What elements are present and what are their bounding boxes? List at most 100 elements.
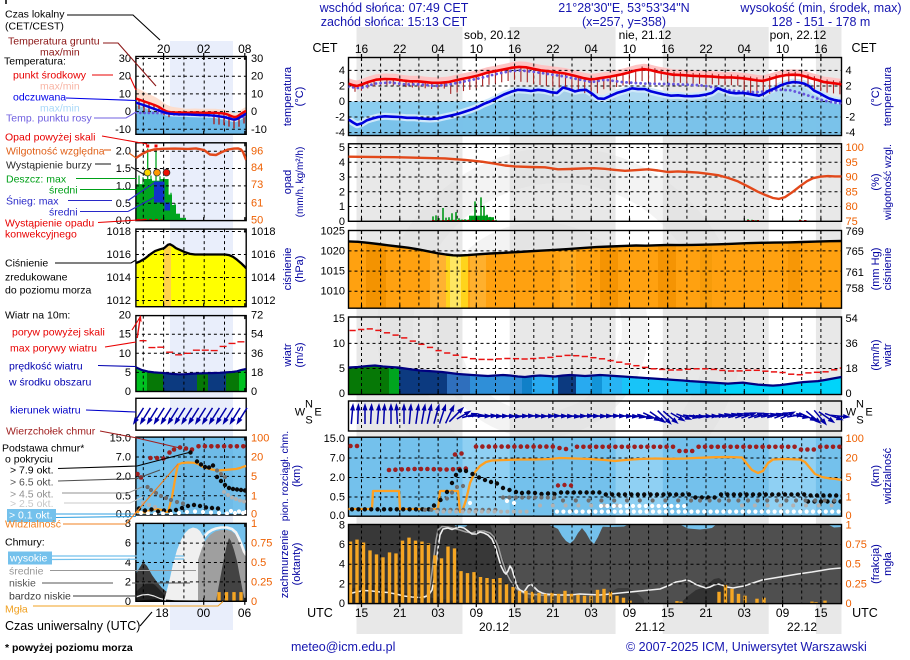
svg-text:poryw powyżej skali: poryw powyżej skali	[12, 327, 105, 339]
svg-text:15: 15	[814, 606, 828, 620]
svg-text:w środku obszaru: w środku obszaru	[8, 377, 91, 389]
svg-text:100: 100	[846, 142, 864, 154]
svg-text:30: 30	[119, 53, 131, 65]
svg-text:20: 20	[157, 42, 171, 56]
svg-text:max/min: max/min	[40, 47, 80, 59]
svg-text:758: 758	[846, 283, 864, 295]
svg-text:5: 5	[251, 471, 257, 483]
svg-text:5: 5	[125, 367, 131, 379]
svg-text:ciśnienie: ciśnienie	[882, 248, 894, 291]
svg-text:21°28'30"E, 53°53'34"N: 21°28'30"E, 53°53'34"N	[558, 1, 689, 15]
svg-text:S: S	[856, 415, 863, 427]
svg-text:Ciśnienie: Ciśnienie	[5, 258, 48, 270]
svg-text:5: 5	[339, 142, 345, 154]
svg-text:© 2007-2025 ICM, Uniwersytet W: © 2007-2025 ICM, Uniwersytet Warszawski	[626, 640, 867, 654]
svg-text:ciśnienie: ciśnienie	[282, 248, 294, 291]
svg-text:0: 0	[339, 216, 345, 228]
svg-text:22: 22	[546, 42, 560, 56]
svg-text:15: 15	[119, 329, 131, 341]
svg-text:CET: CET	[313, 41, 338, 55]
svg-text:4: 4	[125, 557, 131, 569]
svg-text:36: 36	[251, 348, 263, 360]
svg-text:4: 4	[339, 65, 345, 77]
svg-text:100: 100	[846, 433, 864, 445]
svg-text:10: 10	[776, 42, 790, 56]
svg-text:odczuwana: odczuwana	[13, 92, 66, 104]
svg-text:15: 15	[661, 606, 675, 620]
svg-text:(mm Hg): (mm Hg)	[870, 248, 882, 291]
svg-text:> 0.1 okt.: > 0.1 okt.	[9, 510, 53, 522]
svg-text:15.0: 15.0	[110, 432, 131, 444]
svg-text:widzialność: widzialność	[882, 447, 894, 505]
svg-text:Czas lokalny: Czas lokalny	[5, 9, 65, 21]
svg-text:N: N	[856, 399, 864, 411]
svg-text:1020: 1020	[321, 245, 345, 257]
svg-text:06: 06	[238, 606, 252, 620]
svg-text:10: 10	[251, 88, 263, 100]
svg-text:61: 61	[251, 198, 263, 210]
svg-text:Chmury:: Chmury:	[5, 537, 45, 549]
svg-text:20.12: 20.12	[479, 620, 509, 634]
svg-text:0: 0	[251, 509, 257, 521]
svg-text:UTC: UTC	[307, 606, 333, 620]
svg-text:0: 0	[339, 96, 345, 108]
svg-text:wysokość (min, środek, max): wysokość (min, środek, max)	[739, 1, 901, 15]
svg-text:max/min: max/min	[40, 81, 80, 93]
svg-text:UTC: UTC	[852, 606, 878, 620]
svg-text:(°C): (°C)	[870, 87, 882, 107]
svg-text:5: 5	[339, 363, 345, 375]
svg-text:0: 0	[846, 598, 852, 610]
svg-text:* powyżej poziomu morza: * powyżej poziomu morza	[5, 642, 133, 654]
svg-text:1012: 1012	[251, 295, 275, 307]
svg-text:8: 8	[125, 518, 131, 530]
svg-text:21.12: 21.12	[635, 620, 665, 634]
svg-text:1025: 1025	[321, 225, 345, 237]
svg-text:Czas uniwersalny (UTC): Czas uniwersalny (UTC)	[5, 619, 140, 633]
svg-text:0.5: 0.5	[846, 559, 861, 571]
svg-text:> 7.9 okt.: > 7.9 okt.	[10, 465, 54, 477]
svg-text:09: 09	[470, 606, 484, 620]
svg-text:1: 1	[846, 492, 852, 504]
svg-text:sob, 20.12: sob, 20.12	[464, 28, 520, 42]
svg-text:średnie: średnie	[9, 566, 44, 578]
svg-text:6: 6	[125, 538, 131, 550]
svg-text:-2: -2	[846, 112, 856, 124]
svg-text:punkt środkowy: punkt środkowy	[13, 70, 87, 82]
svg-text:(hPa): (hPa)	[294, 256, 306, 283]
svg-text:zredukowane: zredukowane	[5, 272, 68, 284]
svg-text:5: 5	[846, 472, 852, 484]
svg-text:09: 09	[776, 606, 790, 620]
svg-text:0.0: 0.0	[330, 510, 345, 522]
svg-text:16: 16	[814, 42, 828, 56]
svg-text:wysokie: wysokie	[9, 553, 48, 565]
svg-text:0: 0	[339, 598, 345, 610]
svg-text:1010: 1010	[321, 286, 345, 298]
svg-text:84: 84	[251, 162, 263, 174]
svg-text:(km): (km)	[870, 465, 882, 487]
svg-text:54: 54	[846, 313, 858, 325]
svg-text:90: 90	[846, 172, 858, 184]
svg-text:36: 36	[846, 338, 858, 350]
svg-text:22: 22	[393, 42, 407, 56]
svg-text:zachmurzenie: zachmurzenie	[279, 530, 291, 598]
svg-text:1: 1	[339, 201, 345, 213]
svg-text:2.0: 2.0	[116, 471, 131, 483]
svg-text:max porywy wiatru: max porywy wiatru	[10, 343, 97, 355]
svg-text:2: 2	[339, 80, 345, 92]
svg-text:wilgotność wzgl.: wilgotność wzgl.	[882, 144, 894, 221]
svg-text:0: 0	[251, 596, 257, 608]
svg-text:765: 765	[846, 246, 864, 258]
svg-text:73: 73	[251, 179, 263, 191]
svg-text:10: 10	[333, 338, 345, 350]
svg-text:Wierzchołek chmur: Wierzchołek chmur	[6, 426, 96, 438]
svg-text:0.5: 0.5	[330, 492, 345, 504]
svg-text:0.75: 0.75	[846, 539, 867, 551]
svg-text:wiatr: wiatr	[882, 343, 894, 368]
svg-text:0.25: 0.25	[846, 578, 867, 590]
svg-text:Wiatr na 10m:: Wiatr na 10m:	[5, 310, 70, 322]
svg-text:pon, 22.12: pon, 22.12	[770, 28, 827, 42]
svg-text:20: 20	[251, 71, 263, 83]
svg-text:meteo@icm.edu.pl: meteo@icm.edu.pl	[291, 640, 395, 654]
svg-text:20: 20	[119, 71, 131, 83]
svg-text:85: 85	[846, 186, 858, 198]
